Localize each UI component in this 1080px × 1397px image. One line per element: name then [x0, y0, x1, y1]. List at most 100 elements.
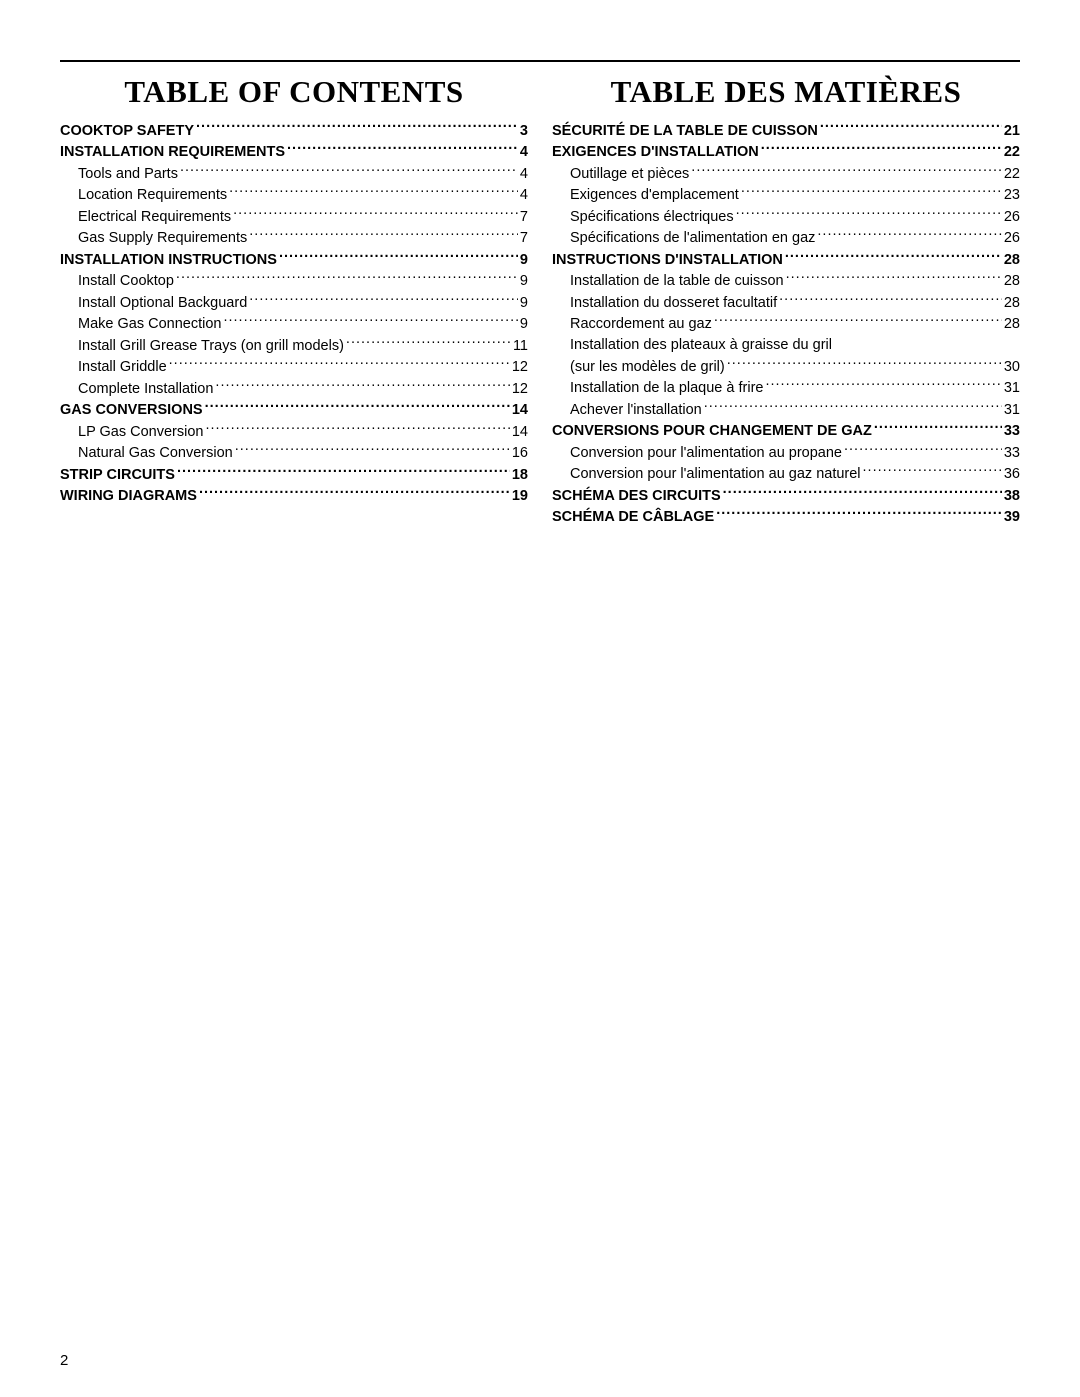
toc-entry-label: Installation du dosseret facultatif: [552, 293, 777, 314]
toc-entry-page: 28: [1004, 271, 1020, 292]
toc-entry: GAS CONVERSIONS 14: [60, 400, 528, 422]
toc-entry-label: INSTALLATION REQUIREMENTS: [60, 142, 285, 163]
toc-entry-page: 9: [520, 271, 528, 292]
toc-leader-dots: [786, 271, 1002, 286]
toc-entry: Outillage et pièces22: [552, 163, 1020, 185]
toc-entry-page: 3: [520, 121, 528, 142]
toc-leader-dots: [205, 421, 509, 436]
toc-leader-dots: [199, 486, 510, 501]
toc-leader-dots: [704, 399, 1002, 414]
toc-leader-dots: [863, 464, 1002, 479]
toc-entry-label: GAS CONVERSIONS: [60, 400, 203, 421]
toc-entry-page: 12: [512, 357, 528, 378]
toc-entry: Installation de la table de cuisson 28: [552, 271, 1020, 293]
toc-entry-page: 28: [1004, 250, 1020, 271]
toc-leader-dots: [249, 228, 518, 243]
toc-leader-dots: [716, 507, 1002, 522]
toc-entry-label: Raccordement au gaz: [552, 314, 712, 335]
toc-entry: STRIP CIRCUITS 18: [60, 464, 528, 486]
toc-entry-label: Complete Installation: [60, 379, 213, 400]
toc-entry: Make Gas Connection9: [60, 314, 528, 336]
toc-entry-label: Location Requirements: [60, 185, 227, 206]
toc-entry-label: Installation de la plaque à frire: [552, 378, 763, 399]
toc-entry: Installation de la plaque à frire31: [552, 378, 1020, 400]
toc-leader-dots: [346, 335, 511, 350]
toc-leader-dots: [817, 228, 1001, 243]
toc-entry: Spécifications de l'alimentation en gaz2…: [552, 228, 1020, 250]
toc-entry-label: Installation de la table de cuisson: [552, 271, 784, 292]
toc-entry: Install Griddle12: [60, 357, 528, 379]
toc-entry-label: (sur les modèles de gril): [552, 357, 725, 378]
toc-entry: Complete Installation 12: [60, 378, 528, 400]
toc-entry-page: 26: [1004, 228, 1020, 249]
toc-entry: Gas Supply Requirements7: [60, 228, 528, 250]
toc-entry-page: 9: [520, 293, 528, 314]
toc-entry-page: 28: [1004, 314, 1020, 335]
toc-entry-label: SCHÉMA DES CIRCUITS: [552, 486, 721, 507]
toc-entry: Achever l'installation31: [552, 399, 1020, 421]
toc-entry: Natural Gas Conversion16: [60, 443, 528, 465]
toc-entry: Exigences d'emplacement 23: [552, 185, 1020, 207]
toc-entry-label: Conversion pour l'alimentation au gaz na…: [552, 464, 861, 485]
toc-entry-label: Install Optional Backguard: [60, 293, 247, 314]
toc-entry-page: 19: [512, 486, 528, 507]
toc-entry-label: STRIP CIRCUITS: [60, 465, 175, 486]
toc-entry-label: Achever l'installation: [552, 400, 702, 421]
toc-entry-page: 12: [512, 379, 528, 400]
toc-leader-dots: [714, 314, 1002, 329]
toc-leader-dots: [233, 206, 518, 221]
toc-leader-dots: [691, 163, 1002, 178]
toc-entry-label: WIRING DIAGRAMS: [60, 486, 197, 507]
toc-leader-dots: [844, 442, 1002, 457]
left-column-title: TABLE OF CONTENTS: [60, 74, 528, 110]
toc-entry: Tools and Parts4: [60, 163, 528, 185]
toc-entry-label: Install Cooktop: [60, 271, 174, 292]
toc-entry-label: CONVERSIONS POUR CHANGEMENT DE GAZ: [552, 421, 872, 442]
toc-entry-label: Make Gas Connection: [60, 314, 221, 335]
toc-entry-label: Electrical Requirements: [60, 207, 231, 228]
toc-leader-dots: [177, 464, 510, 479]
right-column-title: TABLE DES MATIÈRES: [552, 74, 1020, 110]
toc-leader-dots: [229, 185, 518, 200]
toc-entry: Location Requirements4: [60, 185, 528, 207]
toc-entry: COOKTOP SAFETY 3: [60, 120, 528, 142]
toc-entry-page: 33: [1004, 421, 1020, 442]
toc-entry: Install Optional Backguard 9: [60, 292, 528, 314]
toc-entry-page: 33: [1004, 443, 1020, 464]
toc-entry-label: EXIGENCES D'INSTALLATION: [552, 142, 759, 163]
toc-right: SÉCURITÉ DE LA TABLE DE CUISSON 21EXIGEN…: [552, 120, 1020, 528]
toc-leader-dots: [727, 356, 1002, 371]
toc-entry: Install Cooktop 9: [60, 271, 528, 293]
toc-leader-dots: [820, 120, 1002, 135]
toc-leader-dots: [205, 400, 510, 415]
toc-entry-label: Spécifications électriques: [552, 207, 734, 228]
toc-entry-label: Outillage et pièces: [552, 164, 689, 185]
toc-entry-page: 11: [513, 336, 528, 357]
toc-entry: (sur les modèles de gril) 30: [552, 356, 1020, 378]
toc-entry-page: 28: [1004, 293, 1020, 314]
toc-entry: Raccordement au gaz 28: [552, 314, 1020, 336]
toc-entry-label: INSTALLATION INSTRUCTIONS: [60, 250, 277, 271]
toc-entry-label: LP Gas Conversion: [60, 422, 203, 443]
toc-entry-page: 23: [1004, 185, 1020, 206]
toc-entry-label: Natural Gas Conversion: [60, 443, 233, 464]
toc-leader-dots: [287, 142, 518, 157]
toc-leader-dots: [223, 314, 517, 329]
toc-leader-dots: [736, 206, 1002, 221]
toc-entry-label: SÉCURITÉ DE LA TABLE DE CUISSON: [552, 121, 818, 142]
toc-entry-page: 18: [512, 465, 528, 486]
page-number: 2: [60, 1352, 68, 1369]
toc-entry-page: 30: [1004, 357, 1020, 378]
toc-entry: Installation du dosseret facultatif 28: [552, 292, 1020, 314]
toc-entry: SÉCURITÉ DE LA TABLE DE CUISSON 21: [552, 120, 1020, 142]
toc-entry-label: COOKTOP SAFETY: [60, 121, 194, 142]
toc-entry-label: SCHÉMA DE CÂBLAGE: [552, 507, 714, 528]
toc-entry-page: 38: [1004, 486, 1020, 507]
toc-leader-dots: [176, 271, 518, 286]
toc-entry-page: 14: [512, 400, 528, 421]
toc-entry-line1: Installation des plateaux à graisse du g…: [552, 335, 1020, 356]
right-column: TABLE DES MATIÈRES SÉCURITÉ DE LA TABLE …: [552, 70, 1020, 528]
toc-entry-page: 7: [520, 228, 528, 249]
toc-entry-label: Exigences d'emplacement: [552, 185, 739, 206]
toc-leader-dots: [874, 421, 1002, 436]
